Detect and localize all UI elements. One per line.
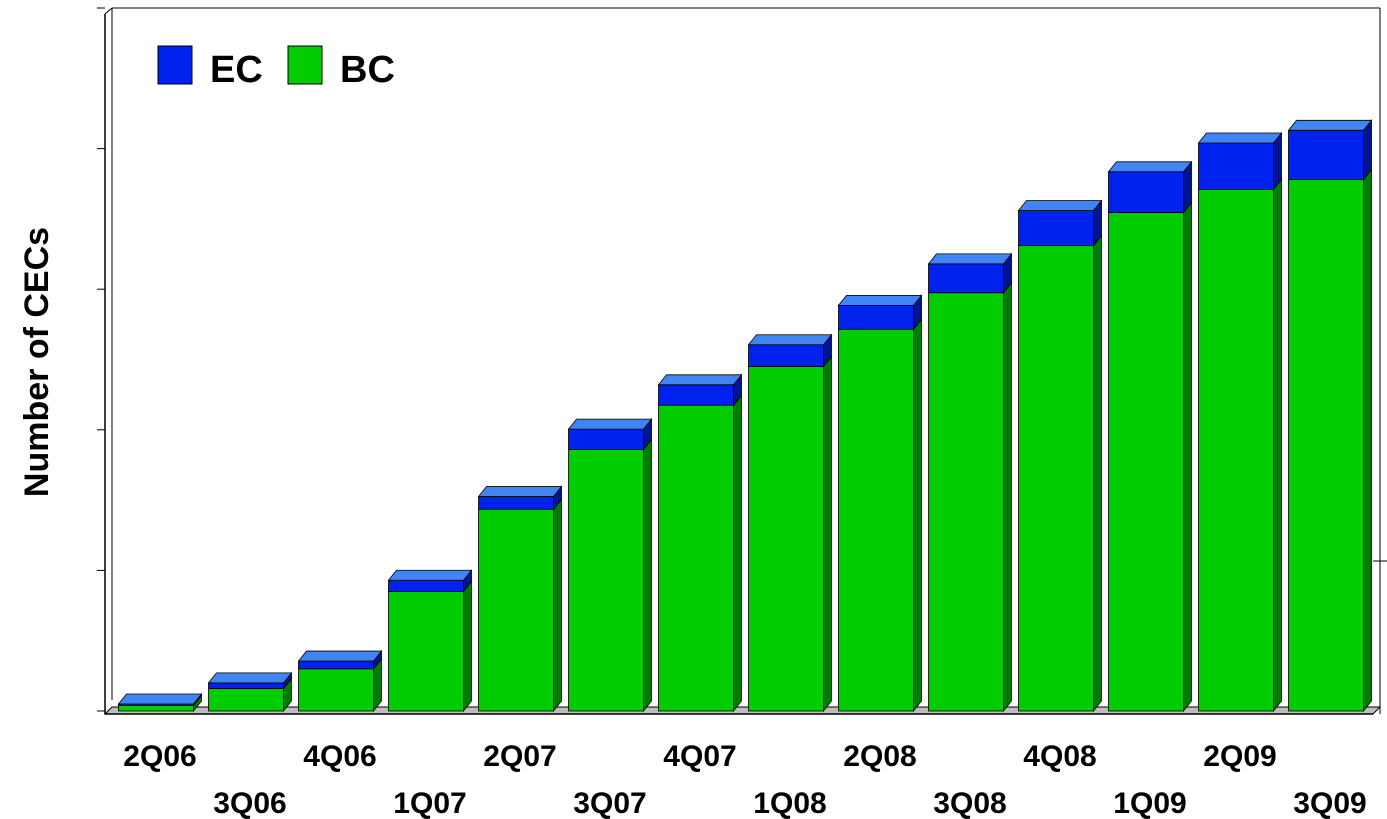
bar-ec-1Q08 xyxy=(748,344,824,367)
bar-ec-2Q08 xyxy=(838,304,914,330)
bar-ec-2Q09 xyxy=(1198,142,1274,190)
bar-top-2Q06 xyxy=(117,693,203,705)
bar-ec-4Q06 xyxy=(298,660,374,670)
x-tick-label-4Q08: 4Q08 xyxy=(1023,740,1096,773)
bar-group-4Q06 xyxy=(297,649,383,713)
x-tick-label-2Q07: 2Q07 xyxy=(483,740,556,773)
bar-side-bc-1Q08 xyxy=(823,355,832,713)
bar-bc-3Q06 xyxy=(208,688,284,712)
bar-side-bc-3Q07 xyxy=(643,438,652,713)
bar-group-2Q09 xyxy=(1197,131,1283,713)
y-axis-label: Number of CECs xyxy=(18,227,56,497)
x-tick-label-2Q09: 2Q09 xyxy=(1203,740,1276,773)
legend-swatch-bc xyxy=(287,45,323,85)
bar-bc-2Q09 xyxy=(1198,188,1274,712)
bar-ec-3Q06 xyxy=(208,682,284,689)
bar-side-bc-1Q09 xyxy=(1183,201,1192,713)
legend-swatch-ec xyxy=(157,45,193,85)
x-tick-label-3Q08: 3Q08 xyxy=(933,787,1006,819)
y-ticks xyxy=(97,7,105,712)
bar-bc-2Q06 xyxy=(118,704,194,712)
bar-top-1Q07 xyxy=(387,569,473,581)
bar-top-4Q06 xyxy=(297,650,383,662)
bar-group-3Q06 xyxy=(207,671,293,713)
x-tick-label-4Q07: 4Q07 xyxy=(663,740,736,773)
bar-top-1Q08 xyxy=(747,334,833,346)
bar-group-4Q07 xyxy=(657,373,743,713)
bar-group-2Q08 xyxy=(837,294,923,713)
legend-label-bc: BC xyxy=(340,49,395,91)
chart-floor xyxy=(103,706,1382,715)
bar-side-bc-2Q09 xyxy=(1273,178,1282,713)
x-tick-label-2Q08: 2Q08 xyxy=(843,740,916,773)
bar-bc-4Q07 xyxy=(658,404,734,712)
bar-bc-4Q06 xyxy=(298,668,374,712)
y-axis-depth-top xyxy=(104,7,113,15)
bar-group-1Q07 xyxy=(387,569,473,713)
bar-ec-1Q09 xyxy=(1108,171,1184,213)
bar-ec-3Q08 xyxy=(928,263,1004,294)
bar-bc-3Q07 xyxy=(568,449,644,712)
bar-top-4Q07 xyxy=(657,374,743,386)
bar-ec-4Q07 xyxy=(658,384,734,406)
bar-bc-2Q08 xyxy=(838,328,914,712)
legend-label-ec: EC xyxy=(210,49,263,91)
bar-side-bc-3Q09 xyxy=(1363,168,1372,713)
bar-top-2Q08 xyxy=(837,294,923,306)
bar-top-1Q09 xyxy=(1107,161,1193,173)
legend: EC BC xyxy=(157,45,395,91)
bar-top-2Q07 xyxy=(477,486,563,497)
bar-bc-1Q08 xyxy=(748,366,824,712)
bar-side-bc-2Q07 xyxy=(553,498,562,713)
bar-group-3Q09 xyxy=(1287,119,1373,713)
x-tick-label-2Q06: 2Q06 xyxy=(123,740,196,773)
bar-bc-2Q07 xyxy=(478,508,554,712)
floor-surface xyxy=(103,706,1382,715)
x-tick-label-3Q09: 3Q09 xyxy=(1293,787,1366,819)
bar-bc-1Q09 xyxy=(1108,212,1184,712)
x-tick-label-4Q06: 4Q06 xyxy=(303,740,376,773)
bar-group-2Q07 xyxy=(477,485,563,713)
x-tick-label-3Q07: 3Q07 xyxy=(573,787,646,819)
bar-group-3Q07 xyxy=(567,417,653,713)
bar-top-3Q09 xyxy=(1287,119,1373,131)
bar-group-3Q08 xyxy=(927,252,1013,713)
bars xyxy=(117,119,1373,713)
bar-top-3Q06 xyxy=(207,672,293,684)
bar-top-3Q08 xyxy=(927,253,1013,265)
bar-ec-2Q07 xyxy=(478,496,554,510)
x-tick-label-1Q07: 1Q07 xyxy=(393,787,466,819)
bar-ec-3Q09 xyxy=(1288,129,1364,180)
bar-side-bc-3Q08 xyxy=(1003,281,1012,713)
x-tick-label-1Q09: 1Q09 xyxy=(1113,787,1186,819)
bar-group-4Q08 xyxy=(1017,199,1103,713)
bar-side-bc-4Q08 xyxy=(1093,234,1102,713)
bar-ec-1Q07 xyxy=(388,579,464,592)
bar-top-2Q09 xyxy=(1197,132,1283,144)
bar-group-1Q08 xyxy=(747,333,833,713)
bar-top-3Q07 xyxy=(567,418,653,430)
x-tick-label-3Q06: 3Q06 xyxy=(213,787,286,819)
bar-bc-3Q09 xyxy=(1288,179,1364,712)
bar-ec-3Q07 xyxy=(568,428,644,450)
bar-side-bc-4Q07 xyxy=(733,394,742,713)
bar-group-2Q06 xyxy=(117,692,203,713)
bar-ec-4Q08 xyxy=(1018,210,1094,247)
bar-bc-4Q08 xyxy=(1018,245,1094,712)
bar-group-1Q09 xyxy=(1107,160,1193,713)
bar-top-4Q08 xyxy=(1017,200,1103,211)
bar-side-bc-2Q08 xyxy=(913,318,922,713)
bar-side-bc-1Q07 xyxy=(463,580,472,713)
x-tick-labels: 2Q06 3Q06 4Q06 1Q07 2Q07 3Q07 4Q07 1Q08 2Q08 3Q08… xyxy=(123,740,1366,819)
bar-bc-1Q07 xyxy=(388,591,464,712)
bar-bc-3Q08 xyxy=(928,292,1004,712)
x-tick-label-1Q08: 1Q08 xyxy=(753,787,826,819)
